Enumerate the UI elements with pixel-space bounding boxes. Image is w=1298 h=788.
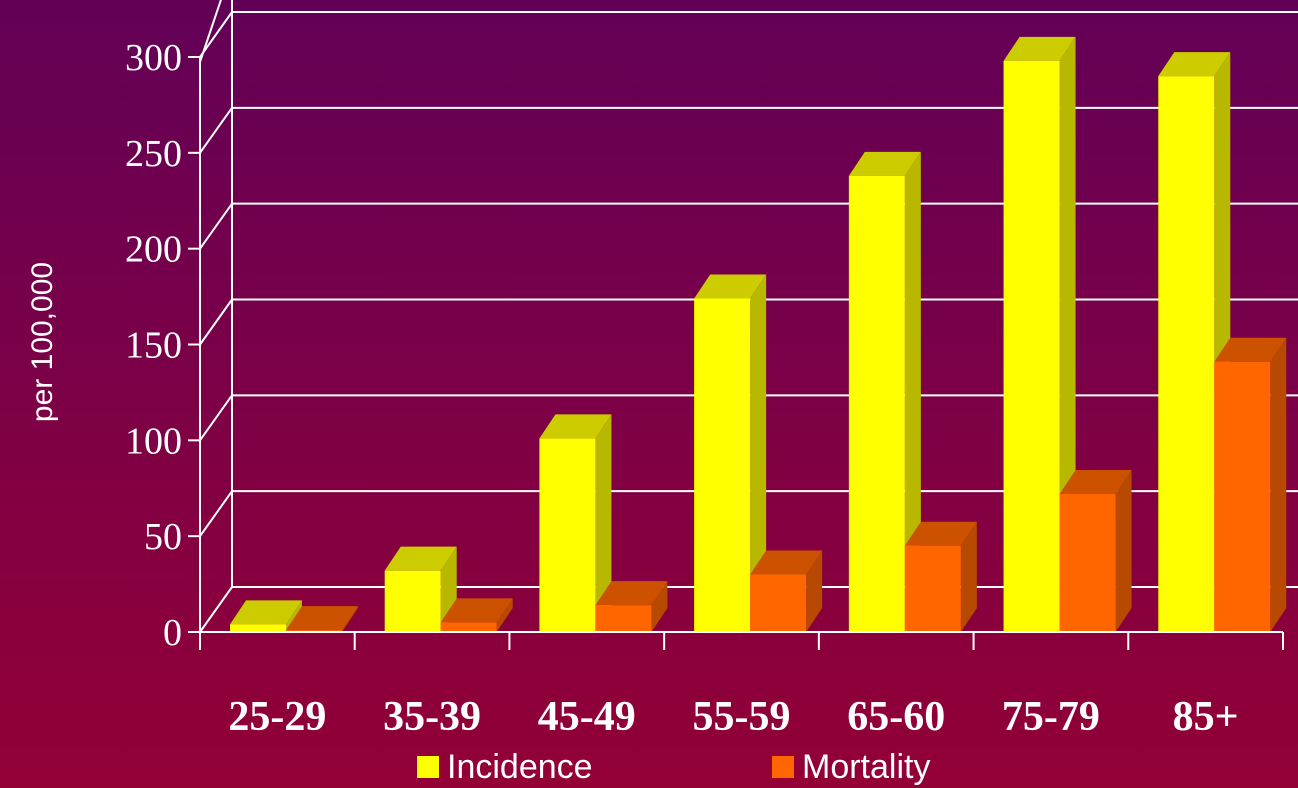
bar-top-face	[750, 550, 823, 575]
bar-side-face	[1270, 337, 1287, 632]
bar-front-face	[694, 298, 751, 632]
side-gridline	[199, 394, 233, 441]
side-gridline	[199, 107, 233, 154]
bar-front-face	[440, 622, 497, 632]
x-category-label: 25-29	[228, 694, 326, 740]
y-tick-label: 300	[125, 37, 182, 79]
bar-mortality-35-39	[440, 598, 513, 632]
bar-incidence-45-49	[539, 414, 612, 632]
side-wall-top-edge	[199, 0, 222, 63]
bar-top-face	[595, 581, 668, 606]
x-category-label: 35-39	[383, 694, 481, 740]
x-category-label: 45-49	[538, 694, 636, 740]
legend-item-incidence: Incidence	[417, 748, 593, 786]
bar-side-face	[806, 550, 823, 632]
bar-top-face	[230, 600, 302, 625]
x-category-label: 65-60	[847, 694, 945, 740]
bar-front-face	[904, 545, 961, 632]
bar-front-face	[750, 574, 807, 632]
bar-mortality-55-59	[750, 550, 823, 632]
bar-top-face	[904, 521, 977, 546]
bar-side-face	[342, 606, 358, 632]
bar-side-face	[904, 151, 921, 633]
y-tick-labels: 0 50 100 150 200 250 300	[125, 37, 182, 654]
bar-front-face	[384, 570, 441, 632]
bar-front-face	[1003, 60, 1060, 633]
bar-mortality-45-49	[595, 581, 668, 632]
x-category-label: 75-79	[1002, 694, 1100, 740]
bar-top-face	[848, 151, 921, 176]
x-category-labels: 25-29 35-39 45-49 55-59 65-60 75-79 85+	[228, 694, 1238, 740]
bar-incidence-65-60	[848, 151, 921, 633]
bar-front-face	[848, 175, 905, 633]
bar-side-face	[651, 581, 668, 632]
bar-mortality-85+	[1214, 337, 1287, 632]
bar-side-face	[595, 414, 612, 632]
y-tick-label: 150	[125, 325, 182, 367]
legend: Incidence Mortality	[417, 748, 930, 786]
legend-item-mortality: Mortality	[772, 748, 930, 786]
bar-side-face	[960, 521, 977, 632]
legend-label: Mortality	[802, 748, 930, 786]
y-tick-label: 0	[163, 612, 182, 654]
bar-front-face	[539, 438, 596, 632]
bar-side-face	[750, 274, 767, 632]
bar-top-face	[1214, 337, 1287, 362]
bar-side-face	[1115, 470, 1132, 632]
bar-incidence-55-59	[694, 274, 767, 632]
bar-front-face	[595, 605, 652, 632]
bar-side-face	[496, 598, 513, 632]
bar-front-face	[1059, 494, 1116, 632]
side-gridline	[199, 298, 233, 346]
y-tick-label: 100	[125, 420, 182, 462]
bar-front-face	[1214, 361, 1271, 632]
x-category-label: 85+	[1173, 694, 1239, 740]
y-tick-label: 250	[125, 133, 182, 175]
bar-top-face	[384, 546, 457, 571]
side-gridline	[199, 203, 233, 250]
bar-top-face	[1158, 52, 1231, 77]
bars	[230, 36, 1287, 633]
x-category-label: 55-59	[693, 694, 791, 740]
y-tick-label: 50	[144, 516, 182, 558]
bar-top-face	[694, 274, 767, 299]
bar-top-face	[539, 414, 612, 439]
y-tick-label: 200	[125, 229, 182, 271]
bar-top-face	[286, 606, 358, 631]
y-axis-title: per 100,000	[26, 262, 59, 422]
side-gridline	[199, 11, 233, 58]
bar-front-face	[230, 624, 286, 632]
bar-top-face	[1059, 470, 1132, 494]
side-gridline	[199, 490, 233, 537]
bar-top-face	[440, 598, 513, 623]
axes	[188, 56, 1284, 650]
bar-mortality-65-60	[904, 521, 977, 632]
legend-swatch	[772, 756, 794, 778]
bar-top-face	[1003, 36, 1076, 61]
bar-front-face	[1158, 76, 1215, 632]
side-gridline	[199, 586, 233, 633]
back-wall	[199, 0, 233, 587]
bar-mortality-75-79	[1059, 470, 1132, 632]
legend-swatch	[417, 756, 439, 778]
legend-label: Incidence	[447, 748, 593, 786]
